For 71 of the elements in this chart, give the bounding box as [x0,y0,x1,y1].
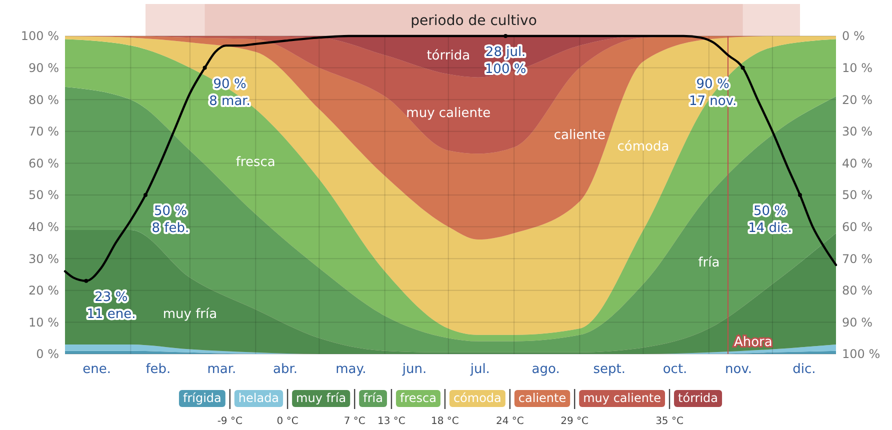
y-tick-label: 50 % [28,188,59,202]
x-tick-label: nov. [725,362,752,377]
annotation: 28 jul. 100 % [484,45,526,77]
y2-tick-label: 90 % [842,315,872,330]
y2-tick-label: 100 % [842,347,880,362]
text: 7 °C [344,416,366,427]
y-tick-label: 30 % [28,252,59,266]
text: muy fría [296,391,346,405]
series-label: caliente [554,128,606,144]
text: 24 °C [496,416,524,427]
series-label: cómoda [617,139,670,154]
y2-tick-label: 50 % [842,188,872,202]
point [84,278,88,283]
y2-tick-label: 20 % [842,92,872,107]
band-label: periodo de cultivo [410,13,537,29]
x-tick-label: jul. [469,362,490,377]
y-tick-label: 0 % [36,347,59,362]
text: 29 °C [560,416,589,427]
series-label: fresca [236,155,276,170]
y2-tick-label: 40 % [842,156,872,170]
x-tick-label: sept. [593,362,626,377]
text: fría [363,391,383,405]
y-tick-label: 80 % [28,92,59,107]
x-tick-label: oct. [662,362,688,377]
text: 0 °C [276,416,298,427]
text: helada [238,391,280,405]
y2-tick-label: 30 % [842,124,872,139]
x-tick-label: dic. [792,362,816,377]
line-series [64,34,838,283]
point [143,193,148,197]
y2-tick-label: 60 % [842,220,872,234]
text: cómoda [453,391,502,405]
y2-tick-label: 10 % [842,61,872,75]
ref-line-label: Ahora [734,335,772,350]
text: 18 °C [431,416,459,427]
x-tick-label: abr. [273,362,298,377]
annotation: 50 % 8 feb. [152,204,190,236]
y-tick-label: 10 % [28,315,59,330]
y-tick-label: 60 % [28,156,59,170]
text: 13 °C [378,416,406,427]
annotation: 50 % 14 dic. [748,204,792,236]
point [740,66,745,70]
x-tick-label: may. [336,362,366,377]
series-label: muy fría [162,307,218,322]
series-label: tórrida [426,48,470,64]
annotation: 23 % 11 ene. [86,290,136,322]
series-label: fría [698,255,720,270]
y-tick-label: 70 % [28,124,59,139]
x-tick-label: ago. [532,362,560,377]
annotation: 90 % 8 mar. [209,76,250,109]
y-tick-label: 20 % [28,284,59,298]
text: fresca [400,391,436,405]
text: -9 °C [217,416,242,427]
y-tick-label: 90 % [28,61,59,75]
text: tórrida [678,391,718,405]
point [504,34,508,38]
x-tick-label: mar. [207,362,236,377]
series-label: muy caliente [406,106,491,121]
text: caliente [518,391,566,405]
text: 35 °C [656,416,684,427]
text: frígida [182,391,222,405]
x-tick-label: jun. [401,362,427,377]
y-tick-label: 40 % [28,220,59,234]
y2-tick-label: 80 % [842,284,872,298]
text: muy caliente [583,391,662,405]
y-tick-label: 100 % [20,29,59,44]
y2-tick-label: 70 % [842,252,872,266]
point [798,193,802,197]
y2-tick-label: 0 % [842,29,865,44]
x-tick-label: feb. [146,362,171,377]
x-tick-label: ene. [82,362,111,377]
